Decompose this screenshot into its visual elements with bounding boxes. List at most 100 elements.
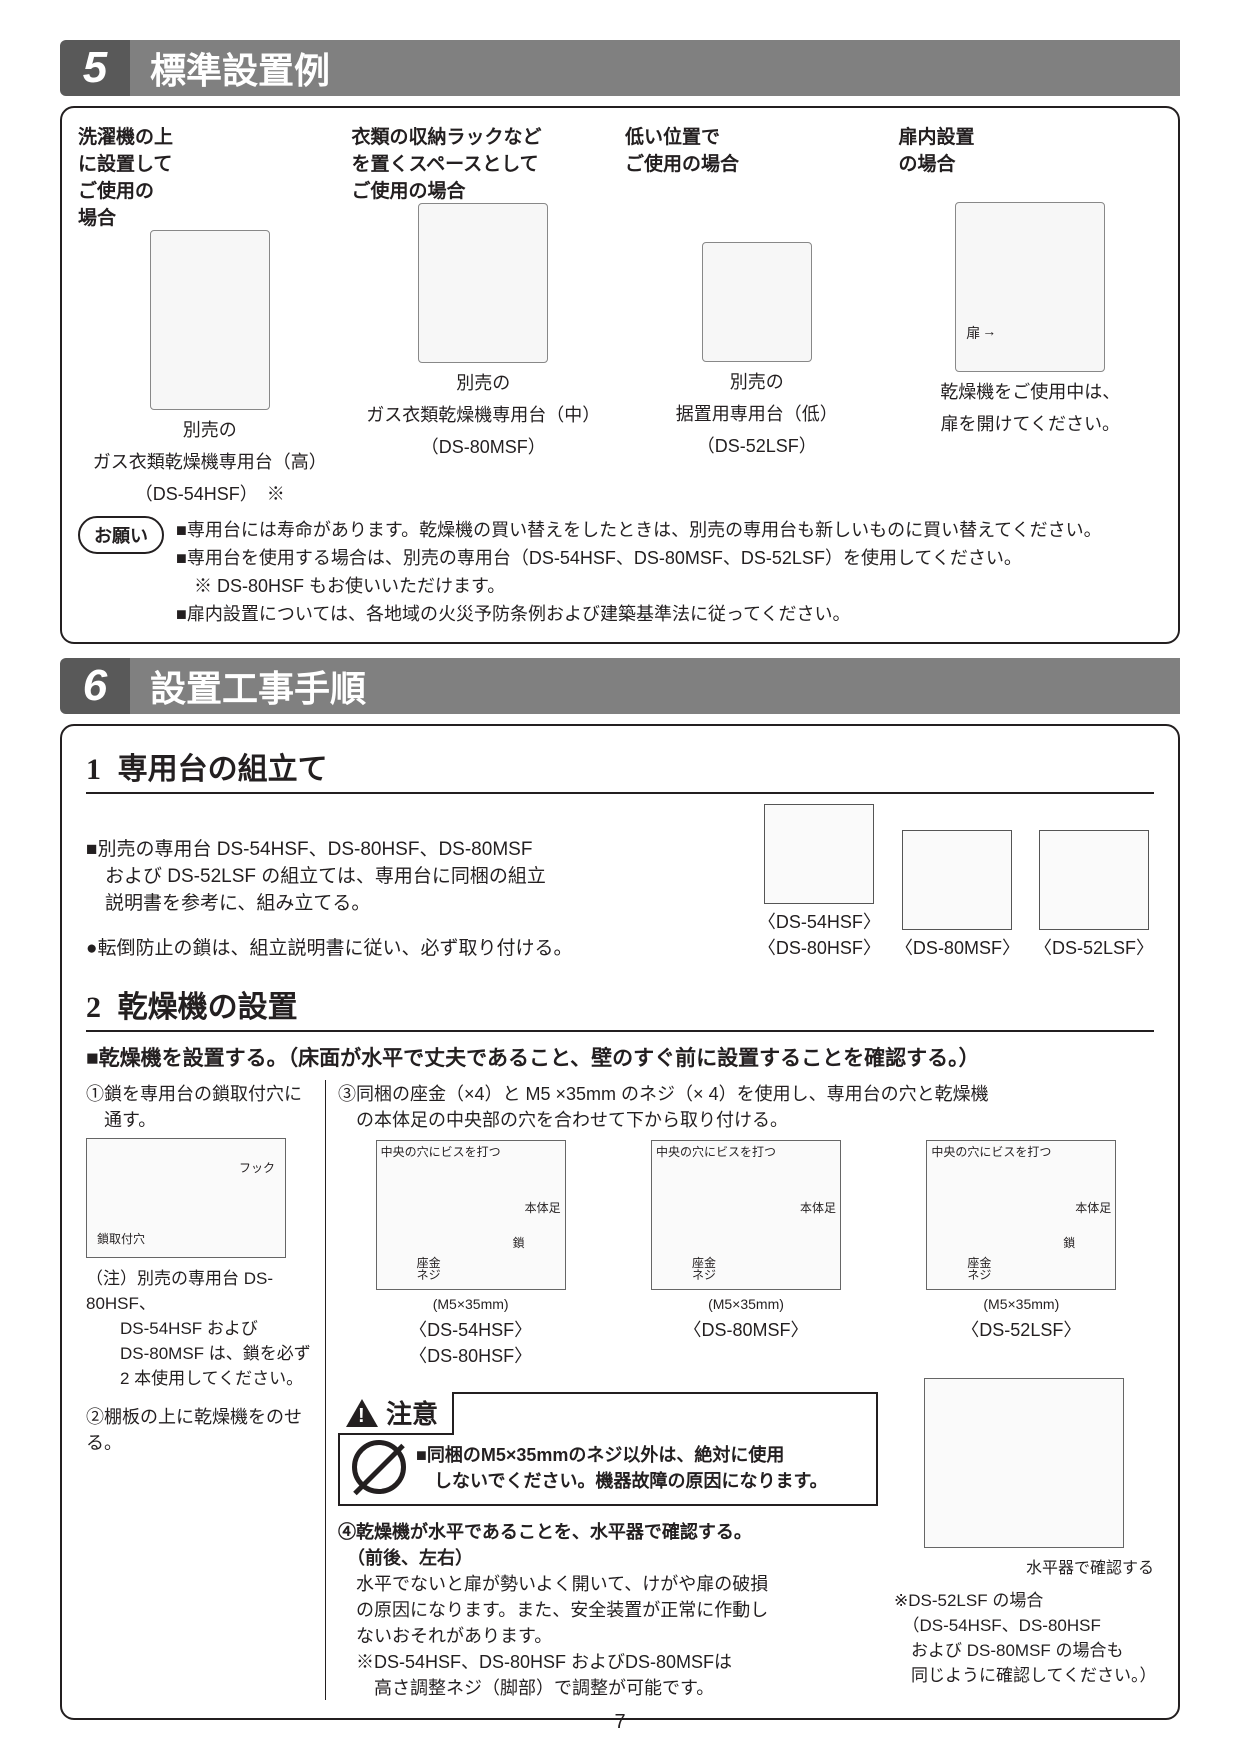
notice-item: ■専用台には寿命があります。乾燥機の買い替えをしたときは、別売の専用台も新しいも… [176, 516, 1102, 542]
stand-fig-52: 〈DS-52LSF〉 [1034, 830, 1154, 960]
lower-row: 注意 ■同梱のM5×35mmのネジ以外は、絶対に使用 しないでください。機器故障… [338, 1378, 1154, 1700]
notice-item: ■専用台を使用する場合は、別売の専用台（DS-54HSF、DS-80MSF、DS… [176, 544, 1102, 570]
stand-fig-54: 〈DS-54HSF〉 〈DS-80HSF〉 [758, 804, 881, 960]
install-col-door: 扉内設置 の場合 扉 → 乾燥機をご使用中は、 扉を開けてください。 [899, 122, 1163, 506]
caption-main: ガス衣類乾燥機専用台（中） [366, 401, 600, 427]
center-hole-label: 中央の穴にビスを打つ [381, 1143, 501, 1160]
section-5-number: 5 [60, 40, 130, 96]
prohibit-icon [352, 1440, 406, 1494]
caption-top: 別売の [183, 416, 237, 442]
hook-illustration: フック 鎖取付穴 [86, 1138, 286, 1258]
section-5-header: 5 標準設置例 [60, 40, 1180, 96]
chain-label: 鎖 [513, 1234, 525, 1251]
dryer-high-illustration [150, 230, 270, 410]
caption-model: （DS-52LSF） [697, 432, 817, 458]
caption-top: 別売の [456, 369, 510, 395]
step1-text: ①鎖を専用台の鎖取付穴に 通す。 [86, 1080, 315, 1132]
section-6-number: 6 [60, 658, 130, 714]
chain-label: 鎖 [1063, 1234, 1075, 1251]
sub1-body: ■別売の専用台 DS-54HSF、DS-80HSF、DS-80MSF および D… [86, 804, 1154, 960]
hook-label: フック [239, 1159, 275, 1176]
hole-label: 鎖取付穴 [97, 1230, 145, 1247]
caption-model: 扉を開けてください。 [941, 410, 1120, 436]
sub2-num: 2 [86, 991, 101, 1024]
sub1-title: 専用台の組立て [118, 753, 328, 786]
arrow-icon: → [982, 323, 996, 339]
sub2-heading: ■乾燥機を設置する。（床面が水平で丈夫であること、壁のすぐ前に設置することを確認… [86, 1042, 1154, 1072]
section-5-title: 標準設置例 [130, 40, 1180, 96]
caution-title: 注意 [338, 1392, 454, 1435]
stand-label: 〈DS-54HSF〉 〈DS-80HSF〉 [758, 908, 881, 960]
install-col-mid: 衣類の収納ラックなど を置くスペースとして ご使用の場合 別売の ガス衣類乾燥機… [352, 122, 616, 506]
screw-spec: (M5×35mm) [338, 1296, 603, 1312]
stand-label: 〈DS-52LSF〉 [1034, 934, 1154, 960]
center-hole-label: 中央の穴にビスを打つ [931, 1143, 1051, 1160]
install-col-high: 洗濯機の上 に設置して ご使用の 場合 別売の ガス衣類乾燥機専用台（高） （D… [78, 122, 342, 506]
sub2-title: 乾燥機の設置 [118, 991, 298, 1024]
mount-80m-illustration: 中央の穴にビスを打つ 本体足 座金 ネジ [651, 1140, 841, 1290]
step2-text: ②棚板の上に乾燥機をのせる。 [86, 1403, 315, 1455]
sub1-para2: ●転倒防止の鎖は、組立説明書に従い、必ず取り付ける。 [86, 933, 744, 960]
notice-row: お願い ■専用台には寿命があります。乾燥機の買い替えをしたときは、別売の専用台も… [78, 506, 1162, 628]
dryer-mid-illustration [418, 203, 548, 363]
step4-body: 水平でないと扉が勢いよく開いて、けがや扉の破損 の原因になります。また、安全装置… [338, 1570, 878, 1700]
stand-52-illustration [1039, 830, 1149, 930]
level-illustration [924, 1378, 1124, 1548]
sub2-header: 2 乾燥機の設置 [86, 982, 1154, 1032]
stand-fig-80m: 〈DS-80MSF〉 [895, 830, 1020, 960]
install-heading: 衣類の収納ラックなど を置くスペースとして ご使用の場合 [352, 122, 542, 203]
mount-fig-54: 中央の穴にビスを打つ 本体足 鎖 座金 ネジ (M5×35mm) 〈DS-54H… [338, 1140, 603, 1368]
install2-left: ①鎖を専用台の鎖取付穴に 通す。 フック 鎖取付穴 （注）別売の専用台 DS-8… [86, 1080, 326, 1700]
notice-list: ■専用台には寿命があります。乾燥機の買い替えをしたときは、別売の専用台も新しいも… [176, 516, 1102, 628]
page-number: 7 [614, 1711, 625, 1734]
center-hole-label: 中央の穴にビスを打つ [656, 1143, 776, 1160]
caution-text: ■同梱のM5×35mmのネジ以外は、絶対に使用 しないでください。機器故障の原因… [416, 1441, 828, 1493]
section-6-title: 設置工事手順 [130, 658, 1180, 714]
caution-box: 注意 ■同梱のM5×35mmのネジ以外は、絶対に使用 しないでください。機器故障… [338, 1392, 878, 1506]
body-foot-label: 本体足 [525, 1199, 561, 1216]
stand-54-illustration [764, 804, 874, 904]
section-6-content: 1 専用台の組立て ■別売の専用台 DS-54HSF、DS-80HSF、DS-8… [60, 724, 1180, 1720]
caption-top: 別売の [730, 368, 784, 394]
door-label: 扉 [966, 323, 980, 343]
section-5-content: 洗濯機の上 に設置して ご使用の 場合 別売の ガス衣類乾燥機専用台（高） （D… [60, 106, 1180, 644]
screw-label: ネジ [417, 1266, 441, 1283]
body-foot-label: 本体足 [800, 1199, 836, 1216]
caution-label: 注意 [386, 1394, 438, 1431]
notice-item: ※ DS-80HSF もお使いいただけます。 [176, 572, 1102, 598]
mount-label: 〈DS-54HSF〉 〈DS-80HSF〉 [338, 1316, 603, 1368]
screw-label: ネジ [692, 1266, 716, 1283]
caption-main: ガス衣類乾燥機専用台（高） [93, 448, 327, 474]
level-label: 水平器で確認する [894, 1554, 1154, 1578]
notice-item: ■扉内設置については、各地域の火災予防条例および建築基準法に従ってください。 [176, 600, 1102, 626]
mount-label: 〈DS-80MSF〉 [613, 1316, 878, 1342]
caption-model: （DS-80MSF） [421, 433, 546, 459]
screw-spec: (M5×35mm) [613, 1296, 878, 1312]
install-heading: 洗濯機の上 に設置して ご使用の 場合 [78, 122, 173, 230]
level-note: ※DS-52LSF の場合 （DS-54HSF、DS-80HSF および DS-… [894, 1586, 1154, 1686]
install-examples-grid: 洗濯機の上 に設置して ご使用の 場合 別売の ガス衣類乾燥機専用台（高） （D… [78, 122, 1162, 506]
stand-80m-illustration [902, 830, 1012, 930]
install-heading: 低い位置で ご使用の場合 [625, 122, 739, 202]
lower-left: 注意 ■同梱のM5×35mmのネジ以外は、絶対に使用 しないでください。機器故障… [338, 1378, 878, 1700]
mount-fig-52: 中央の穴にビスを打つ 本体足 鎖 座金 ネジ (M5×35mm) 〈DS-52L… [889, 1140, 1154, 1368]
dryer-door-illustration: 扉 → [955, 202, 1105, 372]
screw-label: ネジ [967, 1266, 991, 1283]
stand-label: 〈DS-80MSF〉 [895, 934, 1020, 960]
step3-text: ③同梱の座金（×4）と M5 ×35mm のネジ（× 4）を使用し、専用台の穴と… [338, 1080, 1154, 1132]
caption-model: （DS-54HSF） ※ [135, 480, 285, 506]
mount-52-illustration: 中央の穴にビスを打つ 本体足 鎖 座金 ネジ [926, 1140, 1116, 1290]
mount-label: 〈DS-52LSF〉 [889, 1316, 1154, 1342]
sub1-text: ■別売の専用台 DS-54HSF、DS-80HSF、DS-80MSF および D… [86, 834, 744, 960]
mount-fig-80m: 中央の穴にビスを打つ 本体足 座金 ネジ (M5×35mm) 〈DS-80MSF… [613, 1140, 878, 1368]
dryer-low-illustration [702, 242, 812, 362]
onegai-badge: お願い [78, 516, 164, 554]
lower-right: 水平器で確認する ※DS-52LSF の場合 （DS-54HSF、DS-80HS… [894, 1378, 1154, 1700]
step4-title: ④乾燥機が水平であることを、水平器で確認する。 （前後、左右） [338, 1518, 878, 1570]
install-heading: 扉内設置 の場合 [899, 122, 975, 202]
caption-main: 据置用専用台（低） [676, 400, 838, 426]
warning-triangle-icon [346, 1399, 378, 1427]
install-col-low: 低い位置で ご使用の場合 別売の 据置用専用台（低） （DS-52LSF） [625, 122, 889, 506]
note1: （注）別売の専用台 DS-80HSF、 DS-54HSF および DS-80MS… [86, 1264, 315, 1389]
install2-right: ③同梱の座金（×4）と M5 ×35mm のネジ（× 4）を使用し、専用台の穴と… [338, 1080, 1154, 1700]
